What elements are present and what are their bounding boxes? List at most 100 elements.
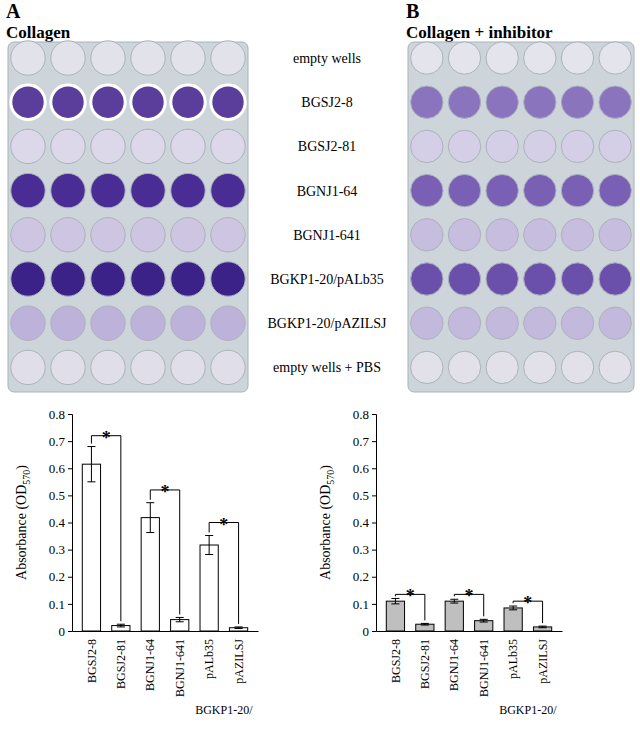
well — [131, 173, 165, 207]
well — [171, 218, 205, 252]
well — [131, 85, 165, 119]
error-bar — [509, 606, 517, 610]
well — [561, 219, 593, 251]
y-tick: 0 — [59, 624, 73, 639]
error-bar — [146, 503, 154, 533]
well-plate — [8, 41, 248, 392]
well — [51, 262, 85, 296]
well — [411, 42, 443, 74]
plate-row-label: BGSJ2-81 — [298, 139, 356, 154]
well — [561, 263, 593, 295]
tick-mark — [68, 523, 72, 524]
y-tick-label: 0 — [59, 624, 66, 639]
y-tick-label: 0.7 — [49, 434, 66, 449]
well — [486, 307, 518, 339]
y-tick-label: 0.4 — [353, 515, 370, 530]
y-axis: 00.10.20.30.40.50.60.70.8 — [49, 407, 73, 639]
y-tick-label: 0.5 — [353, 488, 369, 503]
well — [524, 351, 556, 383]
panel-letter: B — [406, 0, 419, 22]
well — [561, 86, 593, 118]
x-tick-label: BGNJ1-641 — [477, 639, 491, 697]
well — [524, 219, 556, 251]
well — [448, 263, 480, 295]
x-tick-label: pALb35 — [202, 639, 216, 679]
well — [211, 218, 245, 252]
x-tick: pALb35 — [202, 631, 216, 679]
well — [524, 130, 556, 162]
x-axis: BGSJ2-8BGSJ2-81BGNJ1-64BGNJ1-641pALb35pA… — [377, 631, 563, 697]
y-tick-label: 0 — [363, 624, 370, 639]
significance-mark: * — [523, 593, 532, 613]
well — [411, 130, 443, 162]
well — [91, 85, 125, 119]
y-tick-label: 0.3 — [353, 542, 369, 557]
significance-mark: * — [406, 586, 415, 606]
bar — [141, 518, 159, 631]
bar — [445, 601, 463, 631]
plate-row-label: empty wells + PBS — [273, 360, 381, 375]
well — [211, 350, 245, 384]
y-tick-label: 0.6 — [49, 461, 66, 476]
tick-mark — [68, 577, 72, 578]
well-plate — [408, 42, 634, 392]
significance-bracket — [91, 436, 120, 622]
plot-area — [82, 447, 247, 631]
well — [448, 351, 480, 383]
x-tick-label: BGSJ2-8 — [389, 639, 403, 683]
well — [11, 218, 45, 252]
x-tick: BGNJ1-64 — [143, 631, 157, 691]
well — [561, 351, 593, 383]
group-label: BGKP1-20/ — [195, 703, 253, 717]
y-tick-label: 0.1 — [353, 597, 369, 612]
y-tick: 0.2 — [49, 569, 72, 584]
well — [131, 306, 165, 340]
well — [171, 306, 205, 340]
well — [131, 129, 165, 163]
well — [448, 307, 480, 339]
well — [486, 174, 518, 206]
x-tick-label: pALb35 — [506, 639, 520, 679]
well — [91, 306, 125, 340]
plate-row-label: BGNJ1-641 — [293, 228, 361, 243]
axis-line — [73, 631, 259, 632]
well — [211, 85, 245, 119]
well — [11, 85, 45, 119]
well — [131, 218, 165, 252]
error-bar — [480, 619, 488, 622]
well — [486, 86, 518, 118]
well — [448, 86, 480, 118]
tick-mark — [68, 495, 72, 496]
tick-mark — [372, 523, 376, 524]
x-tick: BGNJ1-64 — [447, 631, 461, 691]
x-tick: pAZILSJ — [536, 631, 550, 684]
well — [599, 351, 631, 383]
y-tick: 0.5 — [49, 488, 72, 503]
y-tick-label: 0.2 — [49, 569, 65, 584]
bar — [386, 601, 404, 631]
well — [211, 129, 245, 163]
well — [524, 307, 556, 339]
well — [486, 42, 518, 74]
well — [524, 174, 556, 206]
well — [211, 262, 245, 296]
well — [51, 173, 85, 207]
well — [561, 130, 593, 162]
tick-mark — [372, 495, 376, 496]
tick-mark — [68, 604, 72, 605]
plate-row-label: empty wells — [293, 51, 361, 66]
well — [524, 42, 556, 74]
y-tick-label: 0.3 — [49, 542, 65, 557]
well — [561, 307, 593, 339]
x-tick-label: BGNJ1-64 — [143, 639, 157, 691]
well — [171, 262, 205, 296]
well — [51, 218, 85, 252]
well — [11, 306, 45, 340]
tick-mark — [372, 414, 376, 415]
well — [411, 351, 443, 383]
significance-mark: * — [161, 482, 170, 502]
plate-row-label: BGSJ2-8 — [301, 95, 352, 110]
x-tick: pALb35 — [506, 631, 520, 679]
figure: ACollagenBCollagen + inhibitorempty well… — [0, 0, 640, 749]
well — [411, 174, 443, 206]
